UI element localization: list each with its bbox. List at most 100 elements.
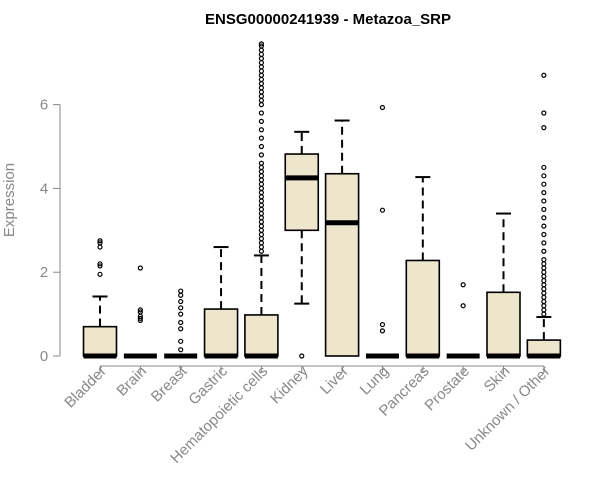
outlier-point	[541, 248, 547, 254]
outlier-point	[258, 185, 264, 191]
outlier-point	[258, 244, 264, 250]
outlier-point	[258, 236, 264, 242]
outlier-point	[178, 319, 184, 326]
outlier-point	[178, 298, 184, 305]
outlier-point	[541, 231, 547, 238]
outlier-point	[178, 305, 184, 311]
outlier-point	[541, 269, 547, 275]
outlier-point	[258, 173, 264, 179]
category-label: Breast	[148, 362, 191, 405]
outlier-point	[541, 307, 547, 313]
outlier-point	[541, 189, 547, 196]
outlier-point	[258, 64, 264, 70]
outlier-point	[541, 257, 547, 263]
outlier-point	[541, 294, 547, 300]
outlier-point	[379, 104, 386, 111]
outlier-point	[258, 68, 264, 74]
box-kidney	[284, 130, 320, 359]
x-axis	[99, 365, 545, 373]
chart-title: ENSG00000241939 - Metazoa_SRP	[205, 11, 451, 28]
outlier-point	[178, 292, 184, 298]
box-iqr	[82, 325, 118, 357]
box-iqr	[284, 153, 320, 232]
outlier-point	[541, 173, 547, 179]
outlier-point	[258, 181, 264, 187]
outlier-point	[460, 303, 466, 309]
category-label: Brain	[113, 363, 150, 400]
outlier-point	[258, 47, 264, 53]
outlier-point	[97, 238, 103, 244]
outlier-point	[258, 160, 264, 166]
box-breast	[164, 288, 198, 359]
outlier-point	[258, 85, 264, 91]
outlier-point	[137, 265, 143, 271]
outlier-point	[379, 207, 386, 213]
box-liver	[324, 119, 360, 357]
outlier-point	[258, 177, 264, 183]
outlier-point	[97, 263, 103, 269]
outlier-point	[541, 110, 547, 116]
category-label: Skin	[481, 363, 514, 396]
outlier-point	[258, 169, 264, 175]
box-gastric	[203, 246, 239, 359]
box-unknown-other	[526, 72, 562, 359]
y-axis: 0 2 4 6	[40, 97, 61, 365]
outlier-point	[379, 321, 386, 328]
category-label: Kidney	[267, 362, 312, 407]
y-tick-label: 0	[40, 348, 48, 365]
outlier-point	[258, 55, 264, 62]
outlier-point	[258, 110, 264, 116]
outlier-point	[541, 164, 547, 171]
box-brain	[123, 265, 157, 359]
outlier-point	[97, 240, 103, 246]
category-label: Prostate	[421, 363, 473, 415]
outlier-point	[541, 181, 547, 187]
outlier-point	[541, 277, 547, 284]
outlier-point	[137, 307, 143, 313]
outlier-point	[258, 189, 264, 196]
outlier-point	[258, 210, 264, 217]
outlier-point	[258, 164, 264, 171]
outlier-point	[258, 93, 264, 99]
outlier-point	[258, 72, 264, 78]
box-iqr	[203, 308, 239, 357]
outlier-point	[258, 43, 264, 49]
outlier-point	[299, 353, 305, 359]
outlier-point	[541, 72, 547, 78]
outlier-point	[258, 198, 264, 204]
outlier-point	[541, 261, 547, 267]
outlier-point	[541, 223, 547, 229]
outlier-point	[178, 338, 184, 344]
box-iqr	[486, 291, 521, 357]
category-label: Liver	[317, 363, 352, 398]
outlier-point	[258, 76, 264, 83]
outlier-point	[258, 81, 264, 87]
outlier-point	[541, 282, 547, 288]
box-iqr	[244, 314, 279, 357]
outlier-point	[541, 240, 547, 246]
outlier-point	[258, 143, 264, 150]
box-bladder	[82, 238, 118, 359]
outlier-point	[258, 227, 264, 233]
box-lung	[365, 104, 399, 359]
outlier-point	[258, 240, 264, 246]
outlier-point	[541, 290, 547, 296]
y-tick-label: 2	[40, 264, 48, 281]
y-axis-label: Expression	[1, 163, 18, 237]
outlier-point	[258, 135, 264, 141]
outlier-point	[178, 326, 184, 332]
outlier-point	[258, 97, 264, 104]
outlier-point	[258, 60, 264, 66]
outlier-point	[258, 206, 264, 212]
outlier-point	[460, 282, 466, 288]
outlier-point	[258, 223, 264, 229]
outlier-point	[137, 315, 143, 321]
outlier-point	[258, 231, 264, 238]
outlier-point	[258, 89, 264, 95]
outlier-point	[97, 271, 103, 277]
outlier-point	[178, 347, 184, 353]
box-pancreas	[405, 176, 441, 359]
outlier-point	[541, 206, 547, 212]
outlier-point	[541, 215, 547, 221]
